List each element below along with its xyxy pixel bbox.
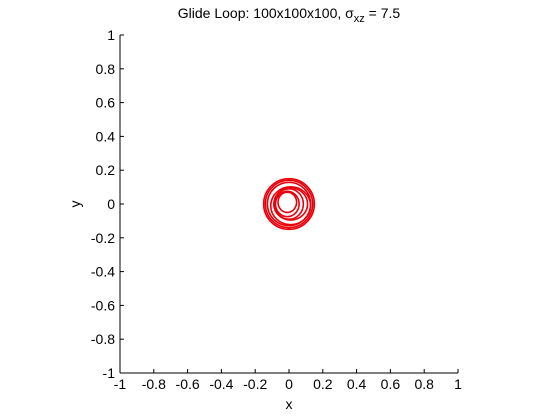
y-tick-label: -0.2 (91, 230, 115, 246)
glide-loop-curve (264, 179, 314, 229)
x-axis-ticks: -1 -0.8 -0.6 -0.4 -0.2 0 0.2 0.4 0.6 0.8 1 (114, 369, 462, 392)
glide-loop-curve (274, 190, 300, 218)
y-tick-label: 0.2 (96, 162, 116, 178)
y-axis-ticks: 1 0.8 0.6 0.4 0.2 0 -0.2 -0.4 -0.6 -0.8 -1 (91, 27, 124, 381)
x-tick-label: -0.2 (243, 376, 267, 392)
x-tick-label: -0.6 (176, 376, 200, 392)
y-tick-label: -0.8 (91, 331, 115, 347)
glide-loop-curve (273, 187, 305, 221)
glide-loop-curve (272, 187, 309, 221)
x-tick-label: 0.2 (313, 376, 333, 392)
x-tick-label: 0.4 (347, 376, 367, 392)
glide-loop-curve (277, 191, 298, 214)
x-tick-label: 1 (454, 376, 462, 392)
chart-title: Glide Loop: 100x100x100, σxz = 7.5 (178, 5, 401, 25)
chart-title-tail: = 7.5 (365, 5, 401, 21)
data-layer (262, 177, 316, 231)
y-tick-label: 0.6 (96, 95, 116, 111)
y-axis-label: y (67, 201, 83, 208)
x-tick-label: 0.6 (381, 376, 401, 392)
y-tick-label: -1 (103, 365, 116, 381)
x-tick-label: -0.4 (209, 376, 233, 392)
glide-loop-curve (262, 177, 316, 231)
y-tick-label: -0.6 (91, 297, 115, 313)
x-tick-label: 0.8 (414, 376, 434, 392)
glide-loop-curve (269, 185, 312, 226)
y-tick-label: 0.8 (96, 61, 116, 77)
chart-title-subscript: xz (354, 13, 365, 25)
y-tick-label: 0 (107, 196, 115, 212)
y-tick-label: 0.4 (96, 128, 116, 144)
x-tick-label: 0 (285, 376, 293, 392)
y-tick-label: 1 (107, 27, 115, 43)
x-tick-label: -0.8 (142, 376, 166, 392)
x-axis-label: x (286, 396, 293, 412)
plot-area (120, 35, 458, 373)
x-tick-label: -1 (114, 376, 127, 392)
y-tick-label: -0.4 (91, 264, 115, 280)
chart-title-main: Glide Loop: 100x100x100, σ (178, 5, 354, 21)
